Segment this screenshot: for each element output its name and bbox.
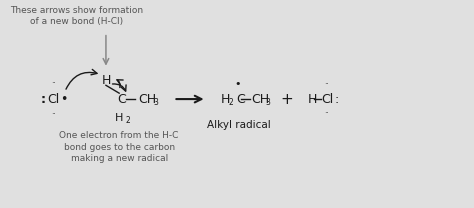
Text: :: : [334,93,338,106]
Text: H: H [221,93,230,106]
Text: •: • [60,93,67,106]
Text: C: C [236,93,245,106]
Text: +: + [281,92,293,106]
Text: ··: ·· [324,80,329,89]
Text: CH: CH [138,93,156,106]
Text: •: • [235,79,241,89]
Text: One electron from the H-C
bond goes to the carbon
making a new radical: One electron from the H-C bond goes to t… [59,131,179,163]
Text: C: C [117,93,126,106]
Text: 2: 2 [228,98,233,107]
Text: These arrows show formation
of a new bond (H-Cl): These arrows show formation of a new bon… [10,6,143,26]
Text: :: : [40,93,45,106]
Text: 3: 3 [153,98,158,107]
Text: ··: ·· [51,110,55,119]
Text: 3: 3 [265,98,270,107]
Text: Cl: Cl [47,93,59,106]
Text: Cl: Cl [322,93,334,106]
Text: H: H [115,113,123,123]
Text: 2: 2 [126,116,130,125]
Text: CH: CH [251,93,269,106]
Text: ··: ·· [51,79,55,88]
Text: ··: ·· [324,109,329,118]
Text: Alkyl radical: Alkyl radical [207,120,271,130]
Text: H: H [308,93,318,106]
Text: H: H [101,74,110,87]
